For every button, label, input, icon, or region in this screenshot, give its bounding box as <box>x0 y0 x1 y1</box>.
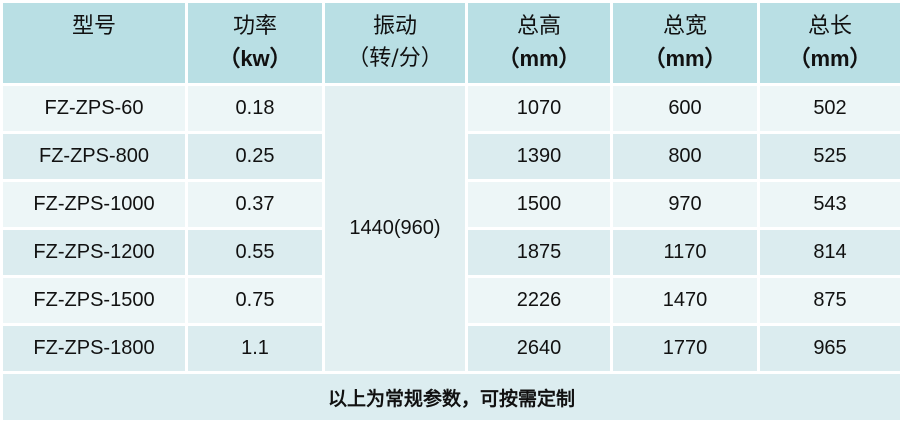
spec-table: 型号 功率 （kw） 振动 （转/分） 总高 （mm） 总宽 （mm） 总长 （mm） F… <box>0 0 900 423</box>
cell-power: 0.37 <box>185 179 325 230</box>
footer-row: 以上为常规参数，可按需定制 <box>0 371 900 423</box>
cell-power: 0.55 <box>185 227 325 278</box>
table-row: FZ-ZPS-1000 0.37 1500 970 543 <box>0 179 900 230</box>
cell-model: FZ-ZPS-1500 <box>0 275 188 326</box>
header-label: 振动 <box>372 14 417 39</box>
header-row: 型号 功率 （kw） 振动 （转/分） 总高 （mm） 总宽 （mm） 总长 （mm） <box>0 0 900 86</box>
cell-height: 1390 <box>465 131 613 182</box>
cell-width: 600 <box>610 83 760 134</box>
cell-power: 0.75 <box>185 275 325 326</box>
cell-width: 1770 <box>610 323 760 374</box>
header-vibration: 振动 （转/分） <box>322 0 468 86</box>
table-row: FZ-ZPS-1500 0.75 2226 1470 875 <box>0 275 900 326</box>
cell-length: 543 <box>757 179 900 230</box>
cell-length: 875 <box>757 275 900 326</box>
header-label: 总长 <box>807 13 852 39</box>
cell-model: FZ-ZPS-1800 <box>0 323 188 374</box>
cell-height: 1500 <box>465 179 613 230</box>
header-length: 总长 （mm） <box>757 0 900 86</box>
cell-width: 1170 <box>610 227 760 278</box>
cell-height: 1875 <box>465 227 613 278</box>
table-row: FZ-ZPS-1800 1.1 2640 1770 965 <box>0 323 900 374</box>
cell-power: 0.25 <box>185 131 325 182</box>
header-power: 功率 （kw） <box>185 0 325 86</box>
cell-length: 965 <box>757 323 900 374</box>
cell-length: 502 <box>757 83 900 134</box>
table-row: FZ-ZPS-60 0.18 1440(960) 1070 600 502 <box>0 83 900 374</box>
cell-model: FZ-ZPS-1000 <box>0 179 188 230</box>
footer-note: 以上为常规参数，可按需定制 <box>0 371 900 423</box>
header-unit: （mm） <box>788 45 872 71</box>
cell-length: 525 <box>757 131 900 182</box>
cell-model: FZ-ZPS-800 <box>0 131 188 182</box>
cell-height: 2640 <box>465 323 613 374</box>
header-unit: （mm） <box>643 45 727 71</box>
header-label: 总宽 <box>662 13 707 39</box>
table-row: FZ-ZPS-800 0.25 1390 800 525 <box>0 131 900 182</box>
cell-width: 800 <box>610 131 760 182</box>
cell-height: 2226 <box>465 275 613 326</box>
cell-vibration: 1440(960) <box>322 83 468 374</box>
header-model: 型号 <box>0 0 188 86</box>
header-unit: （kw） <box>218 45 292 71</box>
cell-height: 1070 <box>465 83 613 134</box>
header-label: 总高 <box>516 13 561 39</box>
cell-model: FZ-ZPS-1200 <box>0 227 188 278</box>
cell-power: 0.18 <box>185 83 325 134</box>
header-width: 总宽 （mm） <box>610 0 760 86</box>
cell-width: 1470 <box>610 275 760 326</box>
header-unit: （转/分） <box>347 46 443 71</box>
cell-power: 1.1 <box>185 323 325 374</box>
header-label: 型号 <box>71 14 116 39</box>
cell-width: 970 <box>610 179 760 230</box>
cell-length: 814 <box>757 227 900 278</box>
cell-model: FZ-ZPS-60 <box>0 83 188 134</box>
header-height: 总高 （mm） <box>465 0 613 86</box>
header-unit: （mm） <box>497 45 581 71</box>
header-label: 功率 <box>232 13 277 39</box>
table-row: FZ-ZPS-1200 0.55 1875 1170 814 <box>0 227 900 278</box>
